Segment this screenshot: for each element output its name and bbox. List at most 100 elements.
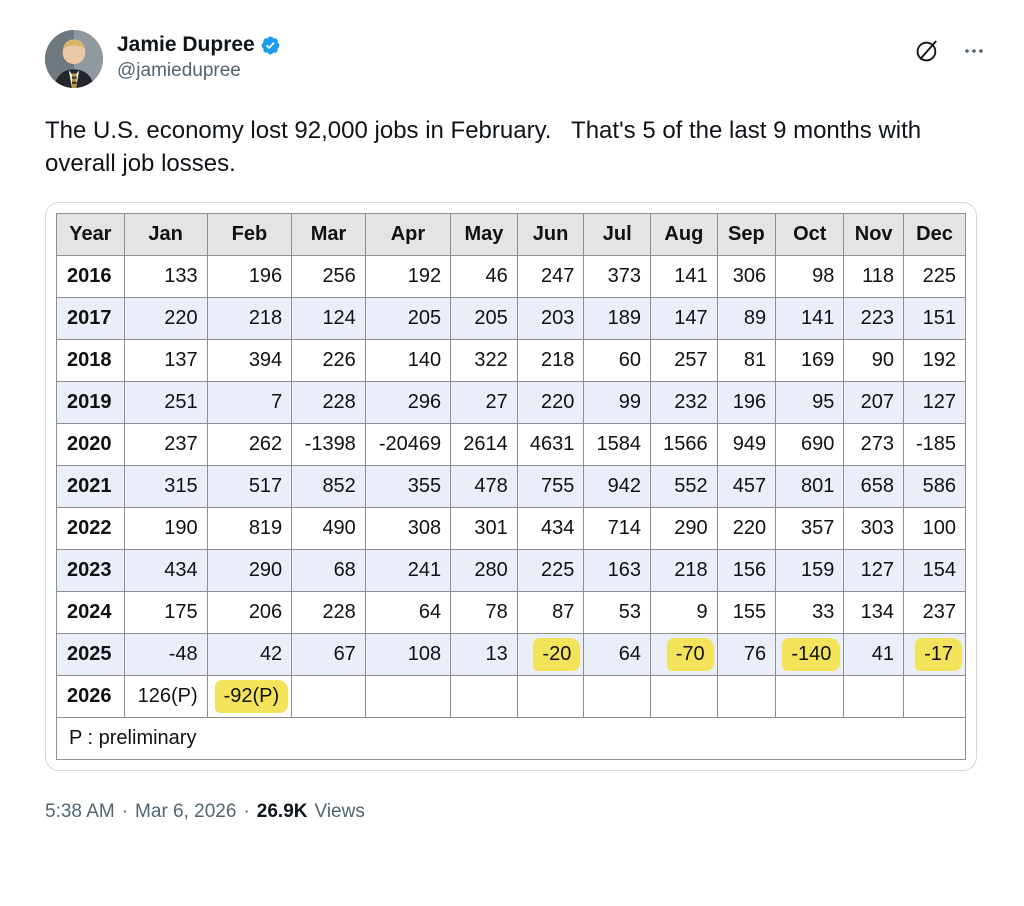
table-row: 2016 133 196 256 192 46 247 373 141 306 98 118 225 xyxy=(56,255,967,298)
value-cell: 203 xyxy=(516,297,585,340)
year-cell: 2020 xyxy=(56,423,125,466)
verified-badge-icon xyxy=(261,36,280,54)
column-header: Year xyxy=(56,213,125,256)
header-actions xyxy=(914,30,1000,64)
tweet-text: The U.S. economy lost 92,000 jobs in Feb… xyxy=(45,117,928,177)
grok-icon[interactable] xyxy=(914,38,940,64)
value-cell: 68 xyxy=(291,549,366,592)
value-cell: 108 xyxy=(364,633,452,676)
value-cell: 156 xyxy=(716,549,777,592)
table-row: 2023 434 290 68 241 280 225 163 218 156 159 127 154 xyxy=(56,549,967,592)
highlight-mark: -70 xyxy=(666,638,714,671)
value-cell: 41 xyxy=(843,633,904,676)
value-cell: 218 xyxy=(650,549,718,592)
column-header: May xyxy=(450,213,518,256)
value-cell: 241 xyxy=(364,549,452,592)
value-cell: 141 xyxy=(775,297,845,340)
date[interactable]: Mar 6, 2026 xyxy=(135,801,237,822)
value-cell: 98 xyxy=(775,255,845,298)
value-cell: 155 xyxy=(716,591,777,634)
year-cell: 2021 xyxy=(56,465,125,508)
column-header: Apr xyxy=(364,213,452,256)
value-cell: 251 xyxy=(123,381,208,424)
author-handle[interactable]: @jamiedupree xyxy=(117,60,241,81)
column-header: Jun xyxy=(516,213,585,256)
value-cell: -185 xyxy=(902,423,967,466)
value-cell: 67 xyxy=(291,633,366,676)
column-header: Dec xyxy=(902,213,967,256)
table-row: 2019 251 7 228 296 27 220 99 232 196 95 207 127 xyxy=(56,381,967,424)
value-cell: 296 xyxy=(364,381,452,424)
column-header: Jul xyxy=(583,213,652,256)
author-name[interactable]: Jamie Dupree xyxy=(117,33,255,56)
value-cell: 64 xyxy=(364,591,452,634)
value-cell: 552 xyxy=(650,465,718,508)
value-cell: 99 xyxy=(583,381,652,424)
value-cell: 46 xyxy=(450,255,518,298)
value-cell: 137 xyxy=(123,339,208,382)
value-cell xyxy=(364,675,452,718)
value-cell: 434 xyxy=(123,549,208,592)
value-cell: 280 xyxy=(450,549,518,592)
tweet-media-card[interactable]: Year Jan Feb Mar Apr May Jun Jul Aug Sep Oct Nov Dec… xyxy=(45,202,977,771)
value-cell: 218 xyxy=(206,297,293,340)
value-cell: 81 xyxy=(716,339,777,382)
value-cell: 196 xyxy=(206,255,293,298)
table-row: 2025 -48 42 67 108 13 -20 64 -70 76 -140 41 -17 xyxy=(56,633,967,676)
value-cell: 163 xyxy=(583,549,652,592)
value-cell: 228 xyxy=(291,591,366,634)
value-cell: 134 xyxy=(843,591,904,634)
value-cell: 27 xyxy=(450,381,518,424)
table-row: 2022 190 819 490 308 301 434 714 290 220 357 303 100 xyxy=(56,507,967,550)
value-cell xyxy=(291,675,366,718)
value-cell: 7 xyxy=(206,381,293,424)
highlight-mark: -17 xyxy=(915,638,962,671)
value-cell: 189 xyxy=(583,297,652,340)
table-row: 2018 137 394 226 140 322 218 60 257 81 169 90 192 xyxy=(56,339,967,382)
value-cell: 801 xyxy=(775,465,845,508)
value-cell: 357 xyxy=(775,507,845,550)
value-cell: 819 xyxy=(206,507,293,550)
year-cell: 2025 xyxy=(56,633,125,676)
year-cell: 2016 xyxy=(56,255,125,298)
header-row: Year Jan Feb Mar Apr May Jun Jul Aug Sep Oct Nov Dec xyxy=(56,213,967,256)
value-cell: 206 xyxy=(206,591,293,634)
avatar[interactable] xyxy=(45,30,103,88)
value-cell: 60 xyxy=(583,339,652,382)
meta-separator: · xyxy=(121,801,129,822)
author-block: Jamie Dupree @jamiedupree xyxy=(117,30,281,82)
value-cell: 76 xyxy=(716,633,777,676)
table-row: 2024 175 206 228 64 78 87 53 9 155 33 134 237 xyxy=(56,591,967,634)
more-button[interactable] xyxy=(962,39,986,63)
value-cell: 64 xyxy=(583,633,652,676)
value-cell: 714 xyxy=(583,507,652,550)
value-cell: 257 xyxy=(650,339,718,382)
timestamp[interactable]: 5:38 AM xyxy=(45,801,115,822)
value-cell: 33 xyxy=(775,591,845,634)
value-cell: 228 xyxy=(291,381,366,424)
value-cell xyxy=(516,675,585,718)
value-cell: 159 xyxy=(775,549,845,592)
value-cell: -92(P) xyxy=(206,675,293,718)
value-cell: 140 xyxy=(364,339,452,382)
value-cell: 95 xyxy=(775,381,845,424)
value-cell: -70 xyxy=(650,633,718,676)
column-header: Sep xyxy=(716,213,777,256)
value-cell: 223 xyxy=(843,297,904,340)
table-row: 2020 237 262 -1398 -20469 2614 4631 1584 1566 949… xyxy=(56,423,967,466)
value-cell: 53 xyxy=(583,591,652,634)
footnote-cell: P : preliminary xyxy=(56,717,966,760)
value-cell: 13 xyxy=(450,633,518,676)
value-cell: 301 xyxy=(450,507,518,550)
value-cell: 192 xyxy=(902,339,967,382)
meta-separator: · xyxy=(243,801,250,822)
value-cell: 394 xyxy=(206,339,293,382)
value-cell: -48 xyxy=(123,633,208,676)
value-cell: 100 xyxy=(902,507,967,550)
value-cell: 141 xyxy=(650,255,718,298)
year-cell: 2017 xyxy=(56,297,125,340)
table-row: 2021 315 517 852 355 478 755 942 552 457 801 658 586 xyxy=(56,465,967,508)
value-cell: 192 xyxy=(364,255,452,298)
value-cell: 490 xyxy=(291,507,366,550)
